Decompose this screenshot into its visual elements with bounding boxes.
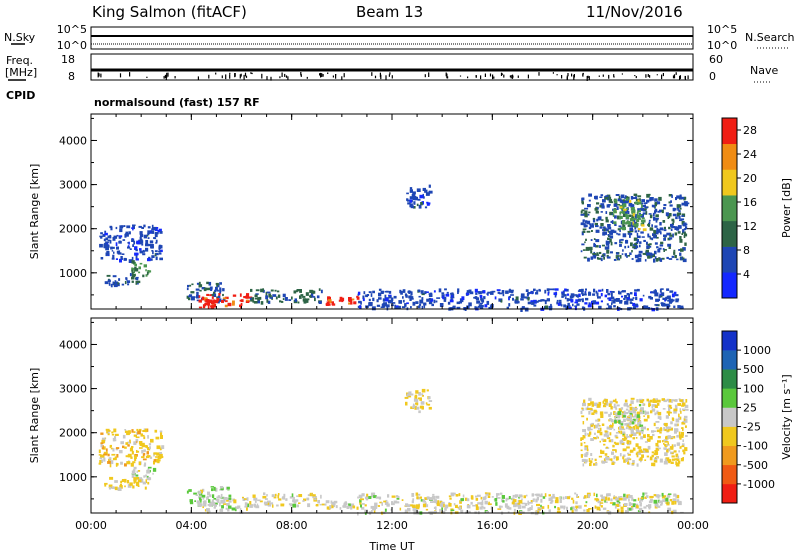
y-tick-label: 2000 xyxy=(59,223,87,236)
colorbar-tick-label: 8 xyxy=(743,244,750,257)
y-tick-label: 2000 xyxy=(59,427,87,440)
noise-tick-right-low: 10^0 xyxy=(707,39,737,52)
noise-panel: 10^5 10^0 10^5 10^0 N.Sky N.Search xyxy=(4,23,795,52)
colorbar-tick-label: 16 xyxy=(743,196,757,209)
x-tick-label: 00:00 xyxy=(677,519,709,532)
date-title: 11/Nov/2016 xyxy=(586,3,683,21)
colorbar-tick-label: 24 xyxy=(743,148,757,161)
velocity-region-0 xyxy=(98,428,165,468)
x-tick-label: 08:00 xyxy=(276,519,308,532)
x-tick-label: 00:00 xyxy=(75,519,107,532)
y-tick-label: 3000 xyxy=(59,383,87,396)
x-axis-label: Time UT xyxy=(368,540,414,553)
colorbar-tick-label: 28 xyxy=(743,124,757,137)
freq-label: Freq. xyxy=(6,54,33,67)
noise-tick-right-high: 10^5 xyxy=(707,23,737,36)
cpid-text: normalsound (fast) 157 RF xyxy=(94,96,260,109)
colorbar-tick-label: 1000 xyxy=(743,344,771,357)
nsearch-label: N.Search xyxy=(745,31,795,44)
power-region-6 xyxy=(325,295,360,306)
velocity-region-6 xyxy=(324,500,359,510)
x-tick-label: 12:00 xyxy=(376,519,408,532)
nsky-label: N.Sky xyxy=(4,31,36,44)
colorbar-tick-label: -25 xyxy=(743,421,761,434)
nave-tick-high: 60 xyxy=(709,53,723,66)
velocity-region-7 xyxy=(357,492,684,516)
noise-tick-left-low: 10^0 xyxy=(57,39,87,52)
frequency-panel: 18 8 60 0 Freq. [MHz] Nave xyxy=(5,53,778,83)
colorbar-tick-label: -500 xyxy=(743,459,768,472)
colorbar-tick-label: 20 xyxy=(743,172,757,185)
y-tick-label: 1000 xyxy=(59,267,87,280)
colorbar-tick-label: -100 xyxy=(743,440,768,453)
colorbar-tick-label: 12 xyxy=(743,220,757,233)
cpid-label: CPID xyxy=(6,89,35,102)
power-region-5 xyxy=(249,288,323,305)
velocity-y-axis-label: Slant Range [km] xyxy=(28,368,41,464)
velocity-heatmap-panel: 00:00 04:00 08:00 12:00 16:00 20:00 00:00 1000 2… xyxy=(28,317,793,532)
colorbar-tick-label: 100 xyxy=(743,382,764,395)
velocity-region-2 xyxy=(104,476,151,491)
freq-unit-label: [MHz] xyxy=(5,66,37,79)
y-tick-label: 1000 xyxy=(59,471,87,484)
freq-tick-low: 8 xyxy=(68,70,75,83)
velocity-region-10 xyxy=(404,388,433,414)
colorbar-tick-label: 500 xyxy=(743,363,764,376)
nave-tick-low: 0 xyxy=(709,70,716,83)
noise-tick-left-high: 10^5 xyxy=(57,23,87,36)
velocity-colorbar: 1000 500 100 25 -25 -100 -500 -1000 Velocity [m … xyxy=(721,330,793,504)
power-region-9 xyxy=(612,198,647,232)
power-region-7 xyxy=(357,288,684,312)
power-region-10 xyxy=(406,184,433,209)
power-colorbar-label: Power [dB] xyxy=(780,178,793,238)
nave-label: Nave xyxy=(750,64,778,77)
x-tick-label: 20:00 xyxy=(577,519,609,532)
power-region-2 xyxy=(104,273,141,288)
freq-tick-high: 18 xyxy=(61,53,75,66)
colorbar-tick-label: 4 xyxy=(743,268,750,281)
y-tick-label: 3000 xyxy=(59,179,87,192)
velocity-region-9 xyxy=(613,403,646,435)
power-y-axis-label: Slant Range [km] xyxy=(28,164,41,260)
colorbar-tick-label: -1000 xyxy=(743,478,775,491)
power-region-3 xyxy=(186,281,226,304)
y-tick-label: 4000 xyxy=(59,338,87,351)
power-region-1 xyxy=(131,260,152,278)
beam-title: Beam 13 xyxy=(356,3,423,21)
power-colorbar: 4 8 12 16 20 24 28 Power [dB] xyxy=(721,117,793,299)
y-tick-label: 4000 xyxy=(59,134,87,147)
velocity-region-5 xyxy=(249,492,326,509)
power-region-4 xyxy=(198,293,253,309)
colorbar-tick-label: 25 xyxy=(743,401,757,414)
velocity-colorbar-label: Velocity [m s⁻¹] xyxy=(780,374,793,459)
velocity-region-4 xyxy=(197,496,250,514)
power-region-0 xyxy=(99,224,163,263)
x-tick-label: 04:00 xyxy=(175,519,207,532)
power-heatmap-panel: 1000 2000 3000 4000 Slant Range [km] 4 8 12 16 20… xyxy=(28,113,793,312)
station-title: King Salmon (fitACF) xyxy=(92,3,247,21)
x-tick-label: 16:00 xyxy=(476,519,508,532)
